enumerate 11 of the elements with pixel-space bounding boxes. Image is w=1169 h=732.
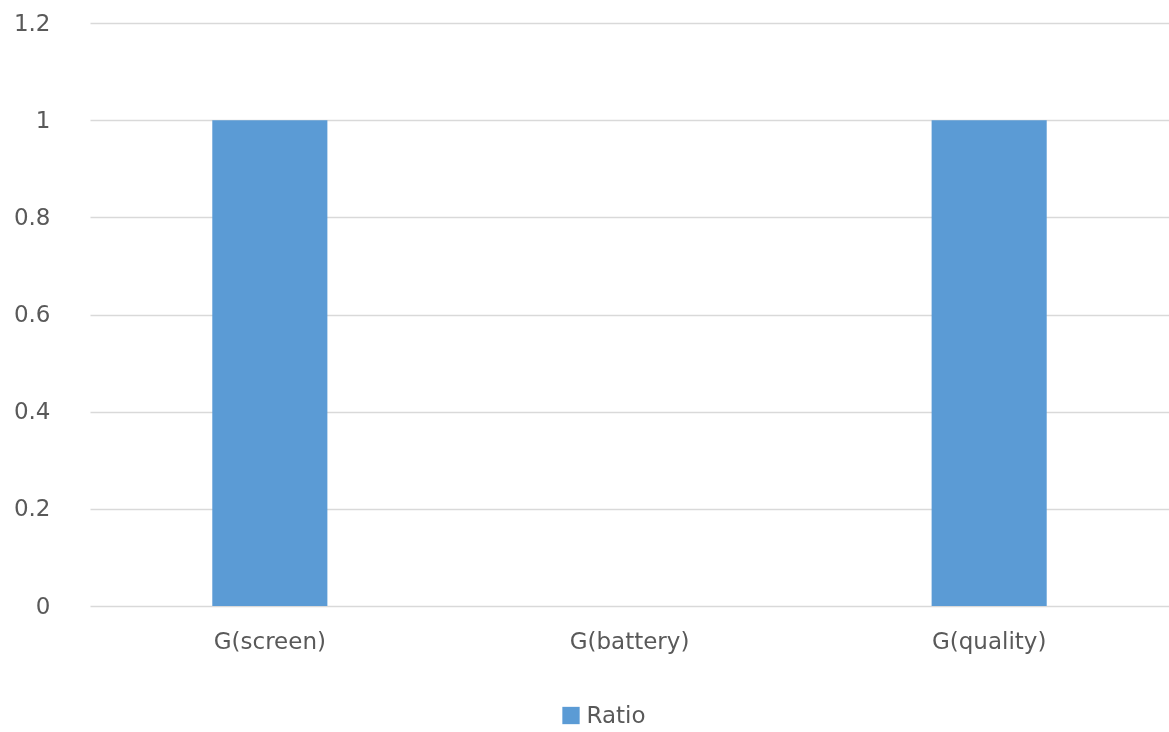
x-tick-label: G(quality) — [931, 627, 1047, 654]
legend-label: Ratio — [586, 701, 646, 728]
y-tick-label: 1.2 — [13, 9, 51, 36]
y-tick-label: 0.2 — [13, 495, 51, 522]
y-tick-label: 0.6 — [13, 301, 51, 327]
y-tick-label: 1 — [35, 106, 51, 133]
y-tick-label: 0.4 — [13, 398, 51, 425]
x-tick-label: G(screen) — [213, 627, 326, 654]
x-tick-label: G(battery) — [569, 627, 690, 654]
y-tick-label: 0.8 — [13, 203, 51, 230]
y-tick-label: 0 — [35, 592, 51, 619]
